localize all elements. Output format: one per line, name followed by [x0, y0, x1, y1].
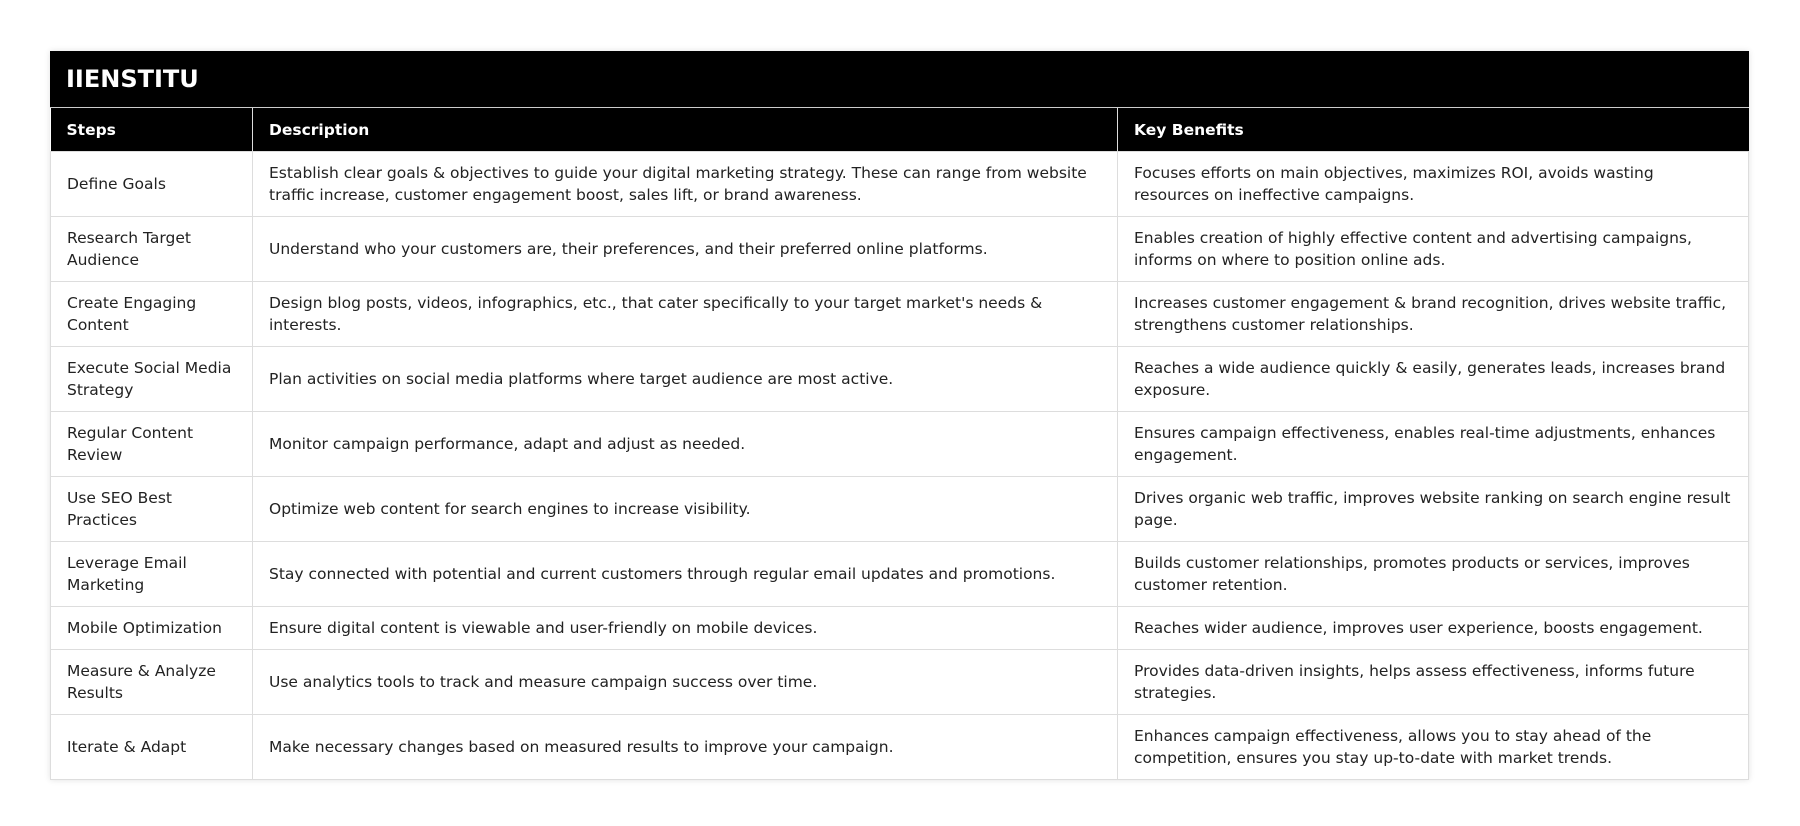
description-cell: Plan activities on social media platform… — [252, 346, 1118, 412]
step-cell: Regular Content Review — [50, 411, 253, 477]
table-row: Measure & Analyze Results Use analytics t… — [50, 649, 1749, 715]
benefits-cell: Reaches a wide audience quickly & easily… — [1117, 346, 1749, 412]
table-row: Define Goals Establish clear goals & obje… — [50, 151, 1749, 217]
step-cell: Mobile Optimization — [50, 606, 253, 650]
description-cell: Establish clear goals & objectives to gu… — [252, 151, 1118, 217]
table-row: Research Target Audience Understand who y… — [50, 216, 1749, 282]
benefits-cell: Provides data-driven insights, helps ass… — [1117, 649, 1749, 715]
steps-table: Steps Description Key Benefits Define Go… — [50, 108, 1749, 780]
table-row: Use SEO Best Practices Optimize web conte… — [50, 476, 1749, 542]
step-cell: Define Goals — [50, 151, 253, 217]
benefits-cell: Enables creation of highly effective con… — [1117, 216, 1749, 282]
step-cell: Research Target Audience — [50, 216, 253, 282]
benefits-cell: Ensures campaign effectiveness, enables … — [1117, 411, 1749, 477]
table-row: Regular Content Review Monitor campaign p… — [50, 411, 1749, 477]
step-cell: Use SEO Best Practices — [50, 476, 253, 542]
header-row: Steps Description Key Benefits — [50, 108, 1749, 152]
description-cell: Understand who your customers are, their… — [252, 216, 1118, 282]
step-cell: Create Engaging Content — [50, 281, 253, 347]
benefits-cell: Increases customer engagement & brand re… — [1117, 281, 1749, 347]
column-header-description: Description — [252, 108, 1118, 152]
step-cell: Leverage Email Marketing — [50, 541, 253, 607]
benefits-cell: Drives organic web traffic, improves web… — [1117, 476, 1749, 542]
benefits-cell: Reaches wider audience, improves user ex… — [1117, 606, 1749, 650]
table-row: Leverage Email Marketing Stay connected w… — [50, 541, 1749, 607]
description-cell: Optimize web content for search engines … — [252, 476, 1118, 542]
step-cell: Iterate & Adapt — [50, 714, 253, 780]
description-cell: Design blog posts, videos, infographics,… — [252, 281, 1118, 347]
column-header-key-benefits: Key Benefits — [1117, 108, 1749, 152]
description-cell: Make necessary changes based on measured… — [252, 714, 1118, 780]
step-cell: Execute Social Media Strategy — [50, 346, 253, 412]
description-cell: Monitor campaign performance, adapt and … — [252, 411, 1118, 477]
table-row: Create Engaging Content Design blog posts… — [50, 281, 1749, 347]
table-row: Mobile Optimization Ensure digital conten… — [50, 606, 1749, 650]
benefits-cell: Focuses efforts on main objectives, maxi… — [1117, 151, 1749, 217]
description-cell: Ensure digital content is viewable and u… — [252, 606, 1118, 650]
benefits-cell: Builds customer relationships, promotes … — [1117, 541, 1749, 607]
table-card: IIENSTITU Steps Description Key Benefits… — [50, 51, 1749, 780]
table-title: IIENSTITU — [50, 51, 1749, 108]
step-cell: Measure & Analyze Results — [50, 649, 253, 715]
description-cell: Stay connected with potential and curren… — [252, 541, 1118, 607]
table-row: Iterate & Adapt Make necessary changes ba… — [50, 714, 1749, 780]
benefits-cell: Enhances campaign effectiveness, allows … — [1117, 714, 1749, 780]
column-header-steps: Steps — [50, 108, 253, 152]
description-cell: Use analytics tools to track and measure… — [252, 649, 1118, 715]
table-row: Execute Social Media Strategy Plan activi… — [50, 346, 1749, 412]
